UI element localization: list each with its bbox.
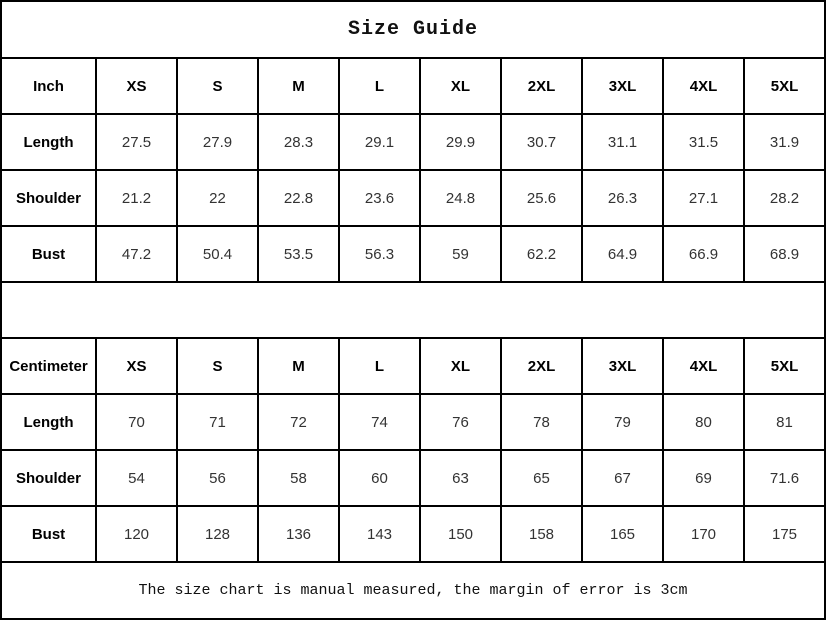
value-cell: 22 <box>176 169 259 227</box>
value-cell: 150 <box>419 505 502 563</box>
value-cell: 53.5 <box>257 225 340 283</box>
row-label-cell: Shoulder <box>0 169 97 227</box>
value-cell: 24.8 <box>419 169 502 227</box>
value-cell: 31.9 <box>743 113 826 171</box>
value-cell: 66.9 <box>662 225 745 283</box>
size-header-cell: XL <box>419 337 502 395</box>
value-cell: 28.3 <box>257 113 340 171</box>
table-row-cm-bust: Bust 120 128 136 143 150 158 165 170 175 <box>0 505 826 563</box>
value-cell: 50.4 <box>176 225 259 283</box>
value-cell: 23.6 <box>338 169 421 227</box>
unit-header-cell: Inch <box>0 57 97 115</box>
value-cell: 26.3 <box>581 169 664 227</box>
row-label-cell: Shoulder <box>0 449 97 507</box>
value-cell: 54 <box>95 449 178 507</box>
size-header-cell: 5XL <box>743 337 826 395</box>
value-cell: 64.9 <box>581 225 664 283</box>
value-cell: 56.3 <box>338 225 421 283</box>
value-cell: 27.1 <box>662 169 745 227</box>
size-header-cell: 2XL <box>500 337 583 395</box>
value-cell: 65 <box>500 449 583 507</box>
centimeter-header-row: Centimeter XS S M L XL 2XL 3XL 4XL 5XL <box>0 337 826 395</box>
size-header-cell: 4XL <box>662 57 745 115</box>
row-label-cell: Length <box>0 393 97 451</box>
row-label-cell: Length <box>0 113 97 171</box>
size-header-cell: XS <box>95 57 178 115</box>
value-cell: 25.6 <box>500 169 583 227</box>
size-header-cell: M <box>257 337 340 395</box>
size-header-cell: M <box>257 57 340 115</box>
value-cell: 158 <box>500 505 583 563</box>
value-cell: 79 <box>581 393 664 451</box>
value-cell: 63 <box>419 449 502 507</box>
value-cell: 136 <box>257 505 340 563</box>
size-header-cell: S <box>176 57 259 115</box>
value-cell: 170 <box>662 505 745 563</box>
row-label-cell: Bust <box>0 225 97 283</box>
footer-row: The size chart is manual measured, the m… <box>0 561 826 620</box>
value-cell: 67 <box>581 449 664 507</box>
value-cell: 27.5 <box>95 113 178 171</box>
table-row-inch-bust: Bust 47.2 50.4 53.5 56.3 59 62.2 64.9 66.9 68.9 <box>0 225 826 283</box>
value-cell: 81 <box>743 393 826 451</box>
value-cell: 71 <box>176 393 259 451</box>
size-header-cell: L <box>338 57 421 115</box>
value-cell: 71.6 <box>743 449 826 507</box>
size-header-cell: 2XL <box>500 57 583 115</box>
value-cell: 56 <box>176 449 259 507</box>
value-cell: 30.7 <box>500 113 583 171</box>
value-cell: 175 <box>743 505 826 563</box>
size-header-cell: 3XL <box>581 337 664 395</box>
table-row-cm-shoulder: Shoulder 54 56 58 60 63 65 67 69 71.6 <box>0 449 826 507</box>
value-cell: 70 <box>95 393 178 451</box>
value-cell: 80 <box>662 393 745 451</box>
value-cell: 69 <box>662 449 745 507</box>
unit-header-cell: Centimeter <box>0 337 97 395</box>
size-header-cell: S <box>176 337 259 395</box>
size-header-cell: 4XL <box>662 337 745 395</box>
table-row-inch-shoulder: Shoulder 21.2 22 22.8 23.6 24.8 25.6 26.3 27.1 28… <box>0 169 826 227</box>
size-header-cell: 3XL <box>581 57 664 115</box>
value-cell: 62.2 <box>500 225 583 283</box>
inch-header-row: Inch XS S M L XL 2XL 3XL 4XL 5XL <box>0 57 826 115</box>
value-cell: 78 <box>500 393 583 451</box>
size-header-cell: 5XL <box>743 57 826 115</box>
value-cell: 60 <box>338 449 421 507</box>
spacer-row <box>0 281 826 339</box>
value-cell: 31.5 <box>662 113 745 171</box>
value-cell: 74 <box>338 393 421 451</box>
value-cell: 58 <box>257 449 340 507</box>
value-cell: 47.2 <box>95 225 178 283</box>
value-cell: 128 <box>176 505 259 563</box>
size-header-cell: XL <box>419 57 502 115</box>
value-cell: 72 <box>257 393 340 451</box>
value-cell: 27.9 <box>176 113 259 171</box>
value-cell: 22.8 <box>257 169 340 227</box>
value-cell: 165 <box>581 505 664 563</box>
value-cell: 29.9 <box>419 113 502 171</box>
table-row-cm-length: Length 70 71 72 74 76 78 79 80 81 <box>0 393 826 451</box>
value-cell: 31.1 <box>581 113 664 171</box>
value-cell: 143 <box>338 505 421 563</box>
spacer-cell <box>0 281 826 339</box>
value-cell: 120 <box>95 505 178 563</box>
value-cell: 68.9 <box>743 225 826 283</box>
value-cell: 28.2 <box>743 169 826 227</box>
size-header-cell: XS <box>95 337 178 395</box>
size-header-cell: L <box>338 337 421 395</box>
value-cell: 76 <box>419 393 502 451</box>
measurement-note: The size chart is manual measured, the m… <box>0 561 826 620</box>
value-cell: 59 <box>419 225 502 283</box>
row-label-cell: Bust <box>0 505 97 563</box>
page-title: Size Guide <box>0 0 826 59</box>
value-cell: 21.2 <box>95 169 178 227</box>
table-row-inch-length: Length 27.5 27.9 28.3 29.1 29.9 30.7 31.1 31.5 31… <box>0 113 826 171</box>
title-row: Size Guide <box>0 0 826 59</box>
value-cell: 29.1 <box>338 113 421 171</box>
